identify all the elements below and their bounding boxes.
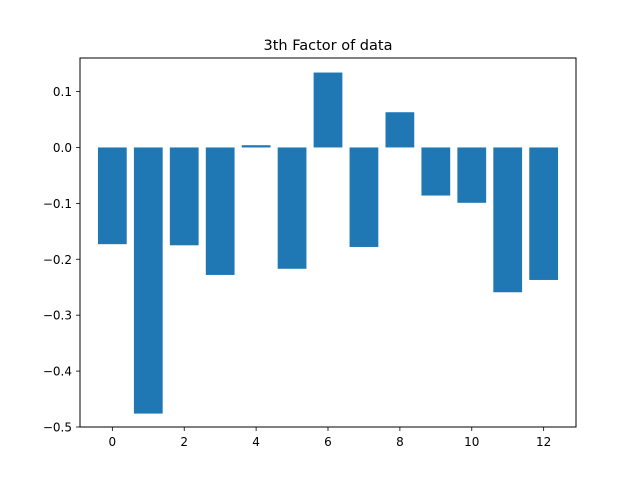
bar-7 bbox=[349, 147, 379, 247]
bar-0 bbox=[97, 147, 127, 245]
bar-10 bbox=[457, 147, 487, 203]
bar-5 bbox=[277, 147, 307, 269]
y-axis: −0.5 −0.4 −0.3 −0.2 −0.1 0.0 0.1 bbox=[43, 85, 80, 435]
y-tick-label: −0.4 bbox=[43, 365, 72, 379]
bar-4 bbox=[241, 145, 271, 148]
plot-frame bbox=[79, 57, 577, 428]
x-tick-label: 12 bbox=[536, 435, 551, 449]
x-axis: 0 2 4 6 8 10 12 bbox=[109, 427, 551, 449]
bar-3 bbox=[205, 147, 235, 275]
x-tick-label: 4 bbox=[252, 435, 260, 449]
bar-12 bbox=[529, 147, 559, 280]
y-tick-label: −0.1 bbox=[43, 197, 72, 211]
bars-group bbox=[97, 72, 559, 414]
y-tick-label: −0.3 bbox=[43, 309, 72, 323]
chart-title: 3th Factor of data bbox=[264, 38, 393, 54]
bar-1 bbox=[133, 147, 163, 414]
bar-2 bbox=[169, 147, 199, 246]
bar-6 bbox=[313, 72, 343, 148]
x-tick-label: 0 bbox=[109, 435, 117, 449]
x-tick-label: 10 bbox=[464, 435, 479, 449]
y-tick-label: −0.5 bbox=[43, 421, 72, 435]
y-tick-label: 0.0 bbox=[53, 141, 72, 155]
bar-8 bbox=[385, 112, 415, 148]
y-tick-label: −0.2 bbox=[43, 253, 72, 267]
y-tick-label: 0.1 bbox=[53, 85, 72, 99]
bar-9 bbox=[421, 147, 451, 196]
x-tick-label: 8 bbox=[396, 435, 404, 449]
x-tick-label: 2 bbox=[180, 435, 188, 449]
x-tick-label: 6 bbox=[324, 435, 332, 449]
bar-11 bbox=[493, 147, 523, 293]
